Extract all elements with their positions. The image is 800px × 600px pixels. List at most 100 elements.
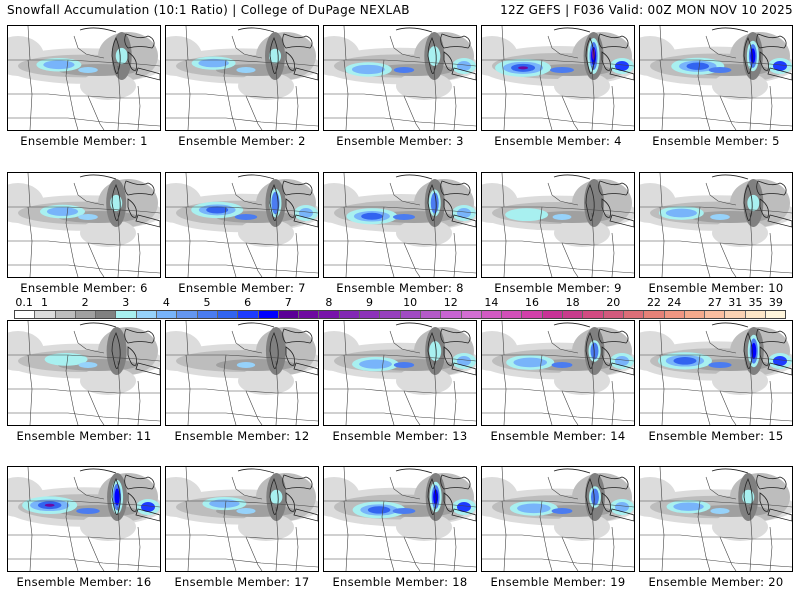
state-border (547, 476, 579, 500)
state-border (166, 412, 318, 422)
great-lake-outline (553, 174, 591, 180)
state-border (324, 500, 476, 508)
snowfall-map (640, 26, 792, 130)
state-border (87, 242, 105, 277)
state-border (433, 65, 437, 130)
colorbar-tick-label: 1 (40, 296, 48, 309)
state-border (705, 35, 737, 59)
colorbar-tick-label: 35 (748, 296, 763, 309)
state-border (381, 59, 395, 130)
state-border (539, 206, 553, 277)
great-lake-outline (282, 474, 313, 490)
colorbar-swatch (461, 311, 482, 318)
snowfall-map (482, 26, 634, 130)
great-lake-outline (135, 362, 160, 376)
state-border (433, 360, 437, 425)
snowfall-shading (324, 179, 476, 247)
great-lake-outline (111, 184, 121, 221)
state-border (324, 412, 476, 422)
snowfall-shading (482, 327, 634, 395)
snowfall-shading (8, 179, 160, 247)
state-border (591, 506, 595, 571)
colorbar-tick-label: 14 (484, 296, 499, 309)
colorbar-swatch (623, 311, 645, 318)
state-border (231, 182, 263, 206)
great-lake-outline (609, 214, 634, 228)
great-lake-outline (111, 478, 121, 515)
title-left: Snowfall Accumulation (10:1 Ratio) | Col… (7, 3, 410, 17)
ensemble-member-label: Ensemble Member: 1 (20, 134, 148, 148)
state-border (166, 117, 318, 127)
colorbar-swatch (481, 311, 503, 318)
state-border (482, 240, 634, 246)
state-border (8, 206, 160, 214)
great-lake-outline (743, 184, 753, 221)
great-lake-outline (743, 478, 753, 515)
state-border (137, 380, 141, 425)
state-border (640, 412, 792, 422)
ensemble-member-label: Ensemble Member: 11 (16, 429, 152, 443)
state-border (87, 390, 105, 425)
great-lake-outline (282, 328, 313, 344)
state-border (433, 212, 437, 277)
state-border (591, 65, 595, 130)
snowfall-map (8, 321, 160, 425)
snowfall-shading (166, 179, 318, 247)
colorbar-swatch (542, 311, 564, 318)
great-lake-outline (124, 474, 155, 490)
state-border (482, 59, 634, 67)
state-border (324, 354, 476, 362)
ensemble-panel-3 (323, 25, 477, 131)
ensemble-panel-17 (165, 466, 319, 572)
colorbar-tick-label: 10 (403, 296, 418, 309)
snowfall-shading (482, 473, 634, 541)
snowfall-map (8, 26, 160, 130)
state-border (611, 526, 615, 571)
state-border (403, 242, 421, 277)
colorbar (14, 310, 786, 319)
great-lake-outline (124, 180, 155, 196)
state-border (719, 95, 737, 130)
state-border (482, 500, 634, 508)
colorbar-tick-label: 0.1 (15, 296, 33, 309)
state-border (8, 93, 160, 99)
great-lake-outline (440, 474, 471, 490)
great-lake-outline (609, 508, 634, 522)
state-border (547, 330, 579, 354)
state-border (166, 93, 318, 99)
state-border (324, 558, 476, 568)
colorbar-swatch (563, 311, 584, 318)
state-border (295, 232, 299, 277)
great-lake-outline (237, 468, 275, 474)
colorbar-swatch (55, 311, 76, 318)
snowfall-shading (482, 32, 634, 100)
great-lake-outline (767, 67, 792, 81)
ensemble-member-label: Ensemble Member: 9 (494, 281, 622, 295)
state-border (8, 117, 160, 127)
state-border (482, 264, 634, 274)
state-border (295, 526, 299, 571)
ensemble-panel-13 (323, 320, 477, 426)
state-border (539, 354, 553, 425)
state-border (166, 354, 318, 362)
great-lake-outline (79, 322, 117, 328)
great-lake-outline (756, 180, 787, 196)
state-border (719, 390, 737, 425)
state-border (137, 85, 141, 130)
state-border (8, 558, 160, 568)
snowfall-shading (166, 473, 318, 541)
ensemble-panel-4 (481, 25, 635, 131)
colorbar-swatch (299, 311, 320, 318)
state-border (547, 182, 579, 206)
ensemble-member-label: Ensemble Member: 16 (16, 575, 152, 589)
state-border (482, 388, 634, 394)
state-border (453, 526, 457, 571)
great-lake-outline (767, 362, 792, 376)
snowfall-map (324, 173, 476, 277)
state-border (223, 59, 237, 130)
ensemble-member-label: Ensemble Member: 15 (648, 429, 784, 443)
state-border (295, 85, 299, 130)
state-border (8, 412, 160, 422)
state-border (389, 182, 421, 206)
snowfall-map (640, 321, 792, 425)
